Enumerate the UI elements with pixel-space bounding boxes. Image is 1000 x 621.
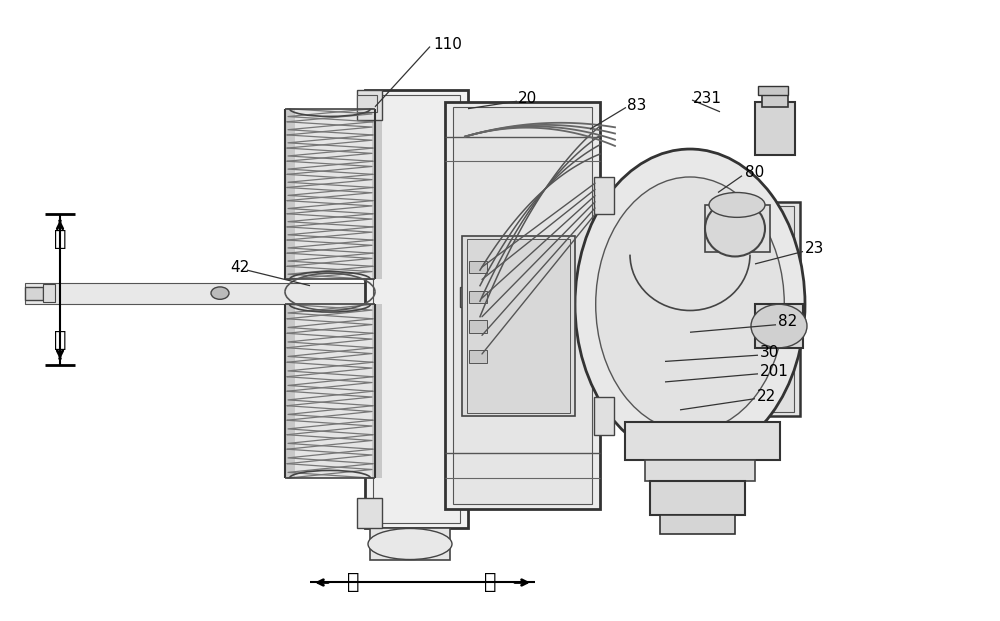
Bar bbox=[606, 206, 794, 412]
Ellipse shape bbox=[368, 528, 452, 560]
Text: 42: 42 bbox=[230, 260, 249, 274]
Bar bbox=[445, 102, 600, 509]
Text: 82: 82 bbox=[778, 314, 797, 329]
Bar bbox=[285, 109, 375, 279]
Text: 前: 前 bbox=[347, 573, 359, 592]
Bar bbox=[650, 481, 745, 515]
Bar bbox=[755, 102, 795, 155]
Bar bbox=[43, 284, 55, 302]
Text: 231: 231 bbox=[693, 91, 722, 106]
Ellipse shape bbox=[709, 193, 765, 217]
Text: 后: 后 bbox=[484, 573, 496, 592]
Ellipse shape bbox=[705, 201, 765, 256]
Text: 110: 110 bbox=[433, 37, 462, 52]
Text: 23: 23 bbox=[805, 241, 824, 256]
Text: 20: 20 bbox=[518, 91, 537, 106]
Bar bbox=[594, 177, 614, 214]
Bar bbox=[755, 304, 803, 348]
Bar bbox=[705, 205, 770, 252]
Bar bbox=[453, 107, 592, 504]
Text: 30: 30 bbox=[760, 345, 779, 360]
Bar bbox=[660, 515, 735, 534]
Text: 201: 201 bbox=[760, 364, 789, 379]
Bar bbox=[365, 90, 468, 528]
Ellipse shape bbox=[596, 177, 784, 432]
Bar bbox=[373, 95, 460, 523]
Bar bbox=[469, 291, 487, 303]
Text: 83: 83 bbox=[627, 98, 646, 113]
Text: 下: 下 bbox=[54, 330, 66, 350]
Bar bbox=[460, 287, 478, 307]
Text: 22: 22 bbox=[757, 389, 776, 404]
Ellipse shape bbox=[211, 287, 229, 299]
Bar bbox=[357, 95, 377, 112]
Bar bbox=[594, 397, 614, 435]
Text: 80: 80 bbox=[745, 165, 764, 180]
Bar bbox=[469, 350, 487, 363]
Bar bbox=[25, 287, 43, 300]
Bar bbox=[25, 283, 365, 304]
Bar bbox=[467, 239, 570, 413]
Bar bbox=[762, 90, 788, 107]
Bar bbox=[645, 460, 755, 481]
Bar bbox=[285, 304, 375, 478]
Bar bbox=[357, 90, 382, 120]
Bar bbox=[372, 304, 382, 478]
Bar bbox=[469, 261, 487, 273]
Bar bbox=[600, 202, 800, 416]
Bar bbox=[370, 528, 450, 560]
Ellipse shape bbox=[751, 304, 807, 348]
Bar bbox=[372, 109, 382, 279]
Bar bbox=[285, 109, 295, 279]
Ellipse shape bbox=[575, 149, 805, 460]
Bar bbox=[625, 422, 780, 460]
Bar bbox=[462, 236, 575, 416]
Bar bbox=[357, 498, 382, 528]
Text: 上: 上 bbox=[54, 229, 66, 249]
Bar bbox=[285, 304, 295, 478]
Bar bbox=[758, 86, 788, 95]
Bar bbox=[469, 320, 487, 333]
